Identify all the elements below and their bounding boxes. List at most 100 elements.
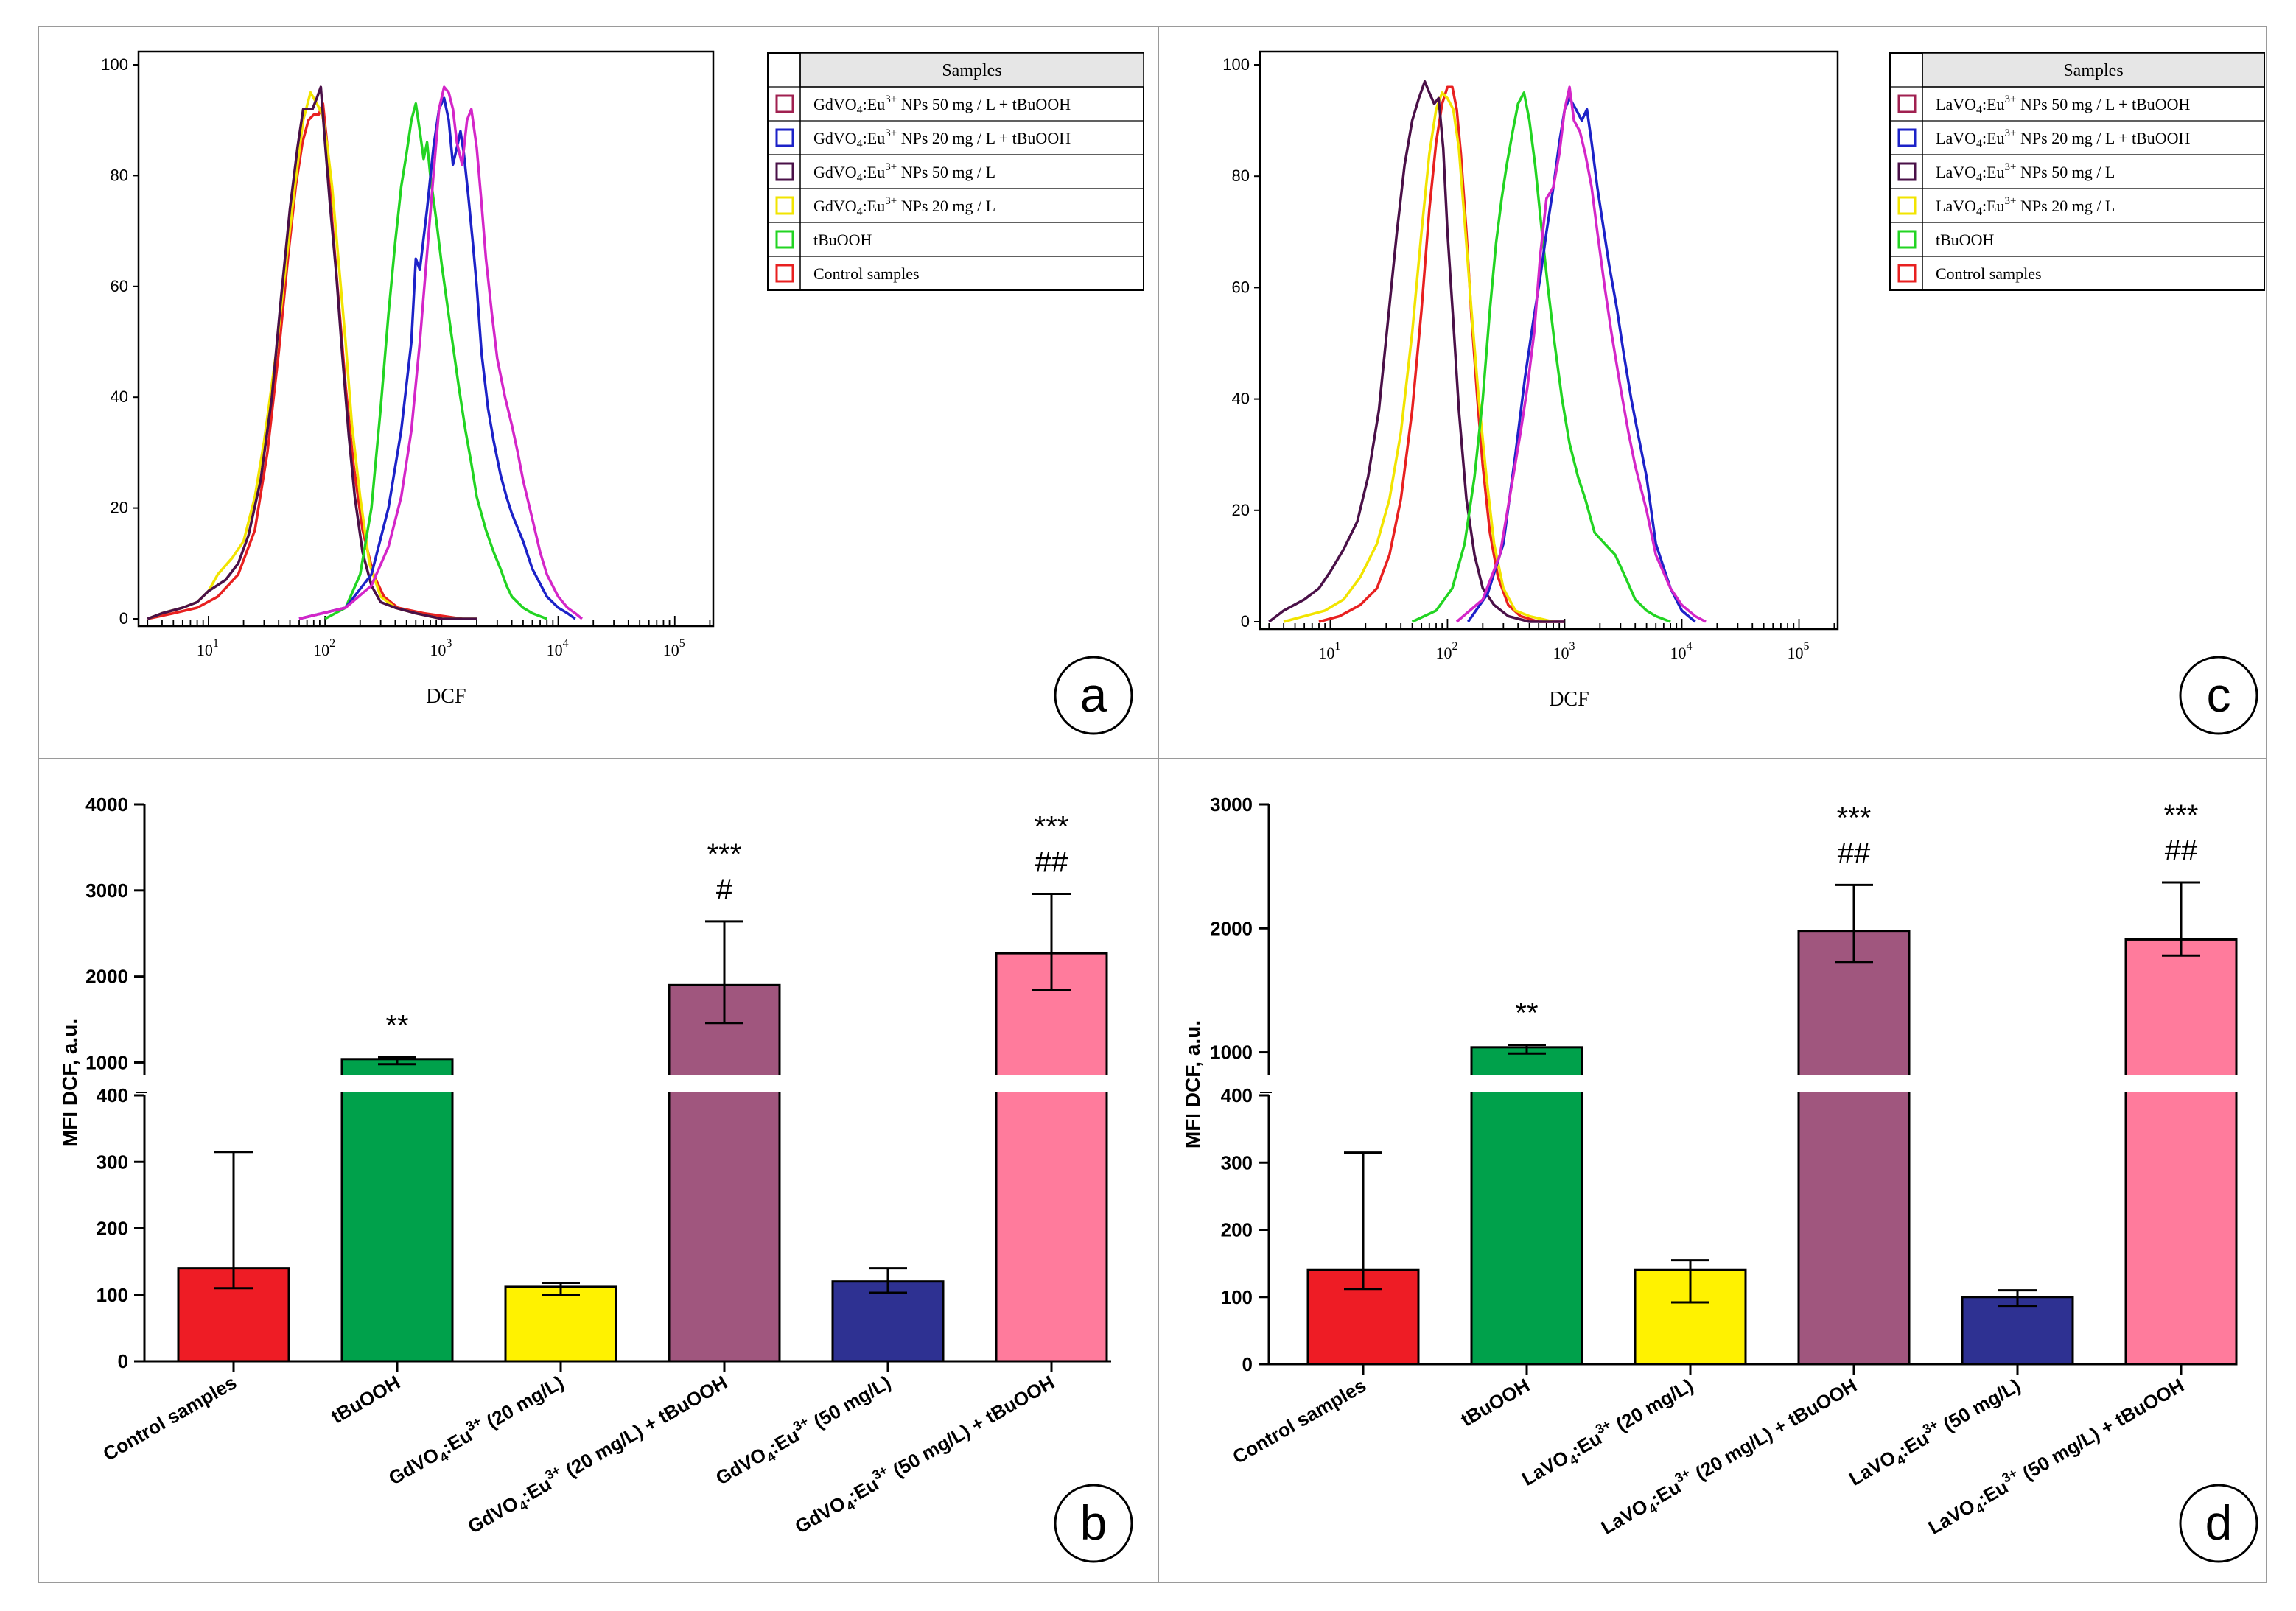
legend-entry-label: LaVO4:Eu3+ NPs 50 mg / L + tBuOOH [1936, 94, 2191, 116]
category-label: Control samples [1229, 1374, 1370, 1468]
legend-swatch [1897, 196, 1917, 215]
significance-mark: ** [385, 1009, 408, 1042]
y-tick-label: 3000 [85, 880, 128, 902]
legend-entry-text: tBuOOH [1936, 231, 1995, 249]
legend-entry-superscript: 3+ [885, 127, 897, 139]
legend-entry-text: GdVO [813, 197, 857, 215]
x-tick-label-exponent: 1 [1334, 640, 1340, 653]
legend-box [1889, 52, 2265, 291]
x-tick-label-exponent: 2 [1452, 640, 1457, 653]
legend-entry-text: :Eu [863, 95, 886, 113]
x-tick-label-base: 10 [430, 641, 446, 659]
category-label: GdVO4:Eu3+ (20 mg/L) + tBuOOH [463, 1369, 733, 1541]
legend-entry-text: NPs 50 mg / L [897, 163, 995, 181]
y-tick-label: 2000 [85, 966, 128, 988]
series-line [1318, 85, 1565, 623]
y-tick-label: 400 [97, 1084, 128, 1106]
legend-entry-label: GdVO4:Eu3+ NPs 50 mg / L + tBuOOH [813, 94, 1071, 116]
category-label-text: (20 mg/L) [1608, 1374, 1697, 1438]
legend-entry-text: LaVO [1936, 197, 1976, 215]
bar [2124, 938, 2238, 1366]
legend-entry-superscript: 3+ [885, 195, 897, 207]
legend-header [1922, 52, 2265, 88]
legend-swatch [775, 162, 794, 181]
significance-mark: *** [2164, 799, 2199, 832]
panel-letter-circle [2179, 656, 2258, 735]
category-label-text: tBuOOH [327, 1371, 404, 1428]
significance-mark: *** [707, 838, 742, 871]
legend-entry-text: NPs 20 mg / L [897, 197, 995, 215]
y-tick-label: 1000 [1210, 1042, 1253, 1064]
significance-mark: ## [1838, 837, 1871, 869]
x-tick-label-exponent: 4 [1686, 640, 1692, 653]
y-tick-label: 300 [1221, 1151, 1253, 1173]
legend-entry-subscript: 4 [857, 104, 863, 116]
x-tick-label-base: 10 [547, 641, 563, 659]
y-tick-label: 40 [111, 387, 128, 406]
panel-letter-circle [2179, 1484, 2258, 1563]
category-label-text: (20 mg/L) [478, 1371, 567, 1435]
legend-swatch [775, 196, 794, 215]
legend-entry-text: GdVO [813, 95, 857, 113]
x-tick-label: 103 [1553, 640, 1575, 662]
x-tick-label: 101 [197, 637, 219, 659]
y-tick-label: 0 [1242, 1353, 1253, 1375]
x-tick-label-base: 10 [663, 641, 679, 659]
x-tick-label-exponent: 4 [563, 637, 569, 650]
x-tick-label-base: 10 [1435, 644, 1452, 662]
y-tick-label: 400 [1221, 1084, 1253, 1106]
category-label: tBuOOH [327, 1371, 404, 1428]
legend-entry-subscript: 4 [857, 138, 863, 150]
legend-entry-text: :Eu [1982, 129, 2005, 147]
series-line [1455, 85, 1707, 623]
legend-entry-text: NPs 20 mg / L + tBuOOH [2017, 129, 2191, 147]
y-tick-label: 0 [118, 1350, 128, 1372]
series-line [147, 91, 477, 620]
legend-entry-superscript: 3+ [885, 161, 897, 173]
bar [1470, 1046, 1583, 1366]
y-tick-label: 100 [97, 1284, 128, 1306]
category-label: LaVO4:Eu3+ (50 mg/L) [1844, 1372, 2026, 1493]
x-tick-label: 102 [1435, 640, 1457, 662]
series-line [1411, 91, 1671, 623]
category-label-text: GdVO [385, 1443, 443, 1489]
x-tick-label-exponent: 1 [213, 637, 219, 650]
category-label-text: (20 mg/L) + tBuOOH [1687, 1374, 1861, 1487]
x-tick-label: 104 [1670, 640, 1692, 662]
y-tick-label: 100 [1222, 55, 1250, 74]
legend-swatch [1897, 94, 1917, 113]
legend-swatch [1897, 162, 1917, 181]
x-tick-label-exponent: 3 [1569, 640, 1575, 653]
x-tick-label-base: 10 [313, 641, 329, 659]
category-label-text: (50 mg/L) [1935, 1374, 2024, 1438]
y-tick-label: 20 [1232, 501, 1250, 519]
category-label-text: GdVO [464, 1492, 522, 1538]
legend-entry-text: GdVO [813, 163, 857, 181]
series-line [147, 85, 477, 620]
legend-swatch [775, 230, 794, 249]
legend-entry-text: NPs 20 mg / L [2017, 197, 2115, 215]
category-label-text: GdVO [712, 1443, 770, 1489]
axis-break-gap [140, 1075, 1120, 1092]
y-tick-label: 2000 [1210, 917, 1253, 939]
significance-mark: ## [2165, 835, 2198, 867]
legend-entry-label: LaVO4:Eu3+ NPs 20 mg / L + tBuOOH [1936, 127, 2191, 150]
panel-letter-circle [1054, 656, 1133, 735]
legend-swatch [775, 128, 794, 147]
x-tick-label: 101 [1318, 640, 1340, 662]
significance-mark: *** [1035, 810, 1069, 843]
x-tick-label: 103 [430, 637, 452, 659]
legend-entry-text: LaVO [1936, 129, 1976, 147]
x-tick-label: 105 [663, 637, 685, 659]
legend-entry-subscript: 4 [1976, 172, 1982, 184]
legend-entry-text: :Eu [1982, 197, 2005, 215]
bar [504, 1285, 617, 1363]
y-tick-label: 100 [1221, 1286, 1253, 1308]
panel-letter: c [2207, 667, 2231, 722]
category-label-text: Control samples [99, 1371, 240, 1465]
panel-letter: d [2205, 1495, 2233, 1550]
x-tick-label: 104 [547, 637, 569, 659]
legend-entry-subscript: 4 [1976, 104, 1982, 116]
significance-mark: ** [1515, 997, 1538, 1029]
